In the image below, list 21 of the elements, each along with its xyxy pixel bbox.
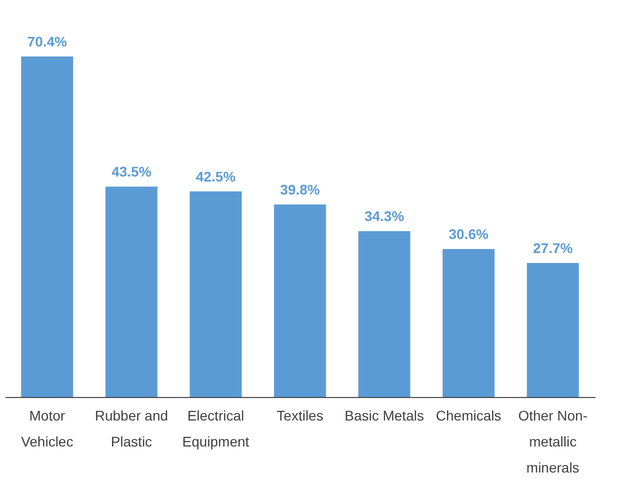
x-tick-label: Rubber and Plastic (94, 408, 168, 450)
data-label: 39.8% (280, 181, 320, 198)
data-label: 27.7% (533, 240, 574, 256)
data-label: 43.5% (112, 164, 152, 180)
bar (21, 56, 74, 397)
x-tick-label: Other Non-metallic minerals (518, 408, 588, 476)
bar (190, 191, 242, 397)
bar (526, 263, 579, 397)
x-tick-label: Electrical Equipment (182, 408, 250, 450)
x-tick-label: Chemicals (436, 408, 502, 424)
x-tick-label: Textiles (276, 408, 324, 424)
data-label: 34.3% (364, 208, 405, 224)
data-label: 70.4% (27, 33, 68, 50)
data-label: 30.6% (448, 226, 489, 242)
bar (358, 231, 410, 397)
bar (442, 248, 495, 397)
x-tick-label: Basic Metals (344, 408, 424, 424)
data-label: 42.5% (196, 168, 236, 184)
x-tick-label: Motor Vehiclec (21, 408, 74, 450)
bar (274, 204, 326, 397)
bar (105, 186, 158, 397)
